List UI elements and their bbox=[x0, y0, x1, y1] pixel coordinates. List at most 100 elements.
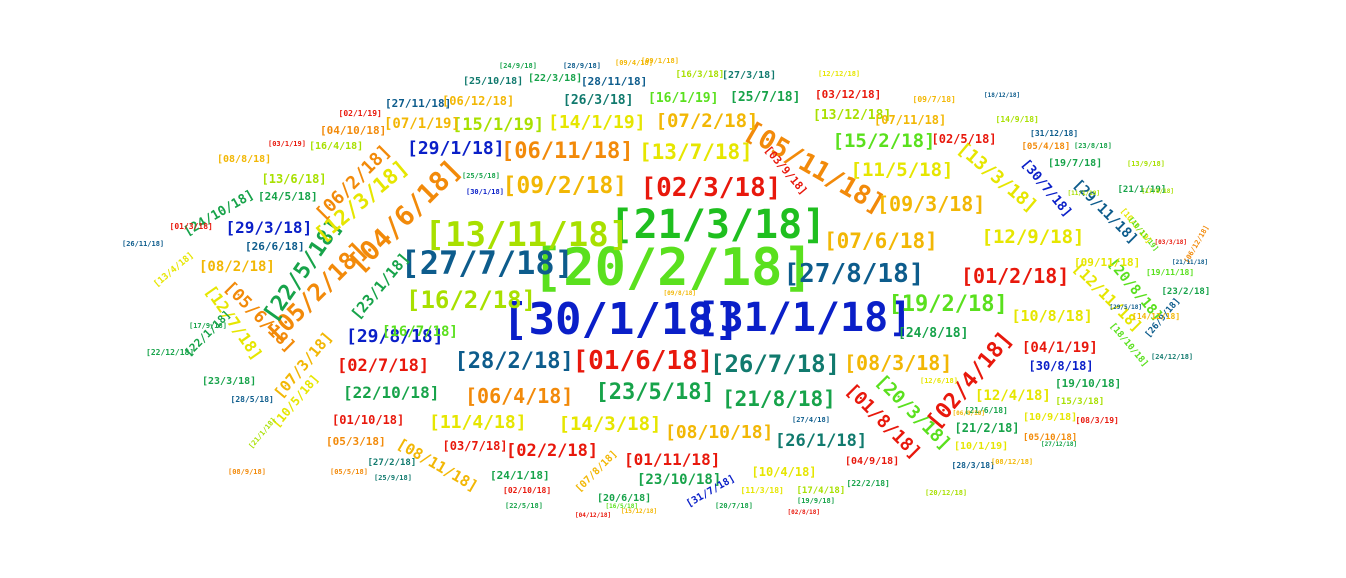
cloud-word: [24/5/18] bbox=[258, 189, 318, 203]
cloud-word: [12/4/18] bbox=[975, 388, 1051, 404]
cloud-word: [27/8/18] bbox=[783, 259, 925, 289]
cloud-word: [02/5/18] bbox=[931, 132, 997, 146]
cloud-word: [28/11/18] bbox=[581, 74, 648, 88]
cloud-word: [20/7/18] bbox=[715, 501, 753, 510]
cloud-word: [09/1/18] bbox=[641, 56, 679, 65]
cloud-word: [28/3/18] bbox=[951, 461, 995, 470]
cloud-word: [21/1/18] bbox=[247, 415, 278, 450]
cloud-word: [12/9/18] bbox=[981, 225, 1085, 248]
cloud-word: [26/11/18] bbox=[122, 239, 165, 248]
cloud-word: [02/8/18] bbox=[787, 509, 821, 516]
cloud-word: [05/4/18] bbox=[1021, 141, 1071, 152]
cloud-word: [11/3/18] bbox=[740, 486, 784, 495]
cloud-word: [08/3/19] bbox=[1075, 416, 1119, 425]
cloud-word: [27/11/18] bbox=[385, 96, 452, 110]
cloud-word: [01/2/18] bbox=[961, 264, 1070, 288]
cloud-word: [24/12/18] bbox=[1151, 352, 1194, 361]
cloud-word: [07/11/18] bbox=[874, 113, 947, 127]
cloud-word: [20/12/18] bbox=[925, 488, 968, 497]
cloud-word: [13/9/18] bbox=[1127, 159, 1165, 168]
cloud-word: [02/2/18] bbox=[506, 440, 599, 461]
cloud-word: [08/10/18] bbox=[665, 422, 774, 443]
cloud-word: [21/2/18] bbox=[954, 421, 1020, 435]
cloud-word: [17/9/18] bbox=[189, 321, 227, 330]
cloud-word: [09/2/18] bbox=[502, 172, 628, 199]
cloud-word: [23/3/18] bbox=[202, 376, 257, 387]
cloud-word: [09/4/18] bbox=[615, 58, 653, 67]
cloud-word: [14/1/19] bbox=[548, 112, 646, 133]
cloud-word: [30/1/18] bbox=[502, 294, 741, 345]
cloud-word: [22/2/18] bbox=[846, 479, 890, 488]
cloud-word: [20/2/18] bbox=[532, 238, 814, 298]
cloud-word: [17/4/18] bbox=[796, 485, 846, 496]
cloud-word: [05/10/18] bbox=[1023, 432, 1078, 443]
cloud-word: [08/12/18] bbox=[991, 457, 1034, 466]
cloud-word: [10/1/19] bbox=[954, 441, 1009, 452]
cloud-word: [27/12/18] bbox=[1041, 441, 1078, 448]
cloud-word: [15/3/18] bbox=[1055, 396, 1105, 407]
cloud-word: [18/12/18] bbox=[984, 92, 1021, 99]
cloud-word: [16/7/18] bbox=[382, 324, 458, 340]
cloud-word: [03/7/18] bbox=[442, 439, 508, 453]
cloud-word: [31/1/18] bbox=[695, 295, 913, 341]
cloud-word: [03/12/18] bbox=[815, 87, 882, 101]
cloud-word: [27/2/18] bbox=[367, 457, 417, 468]
cloud-word: [09/8/18] bbox=[663, 290, 697, 297]
cloud-word: [22/10/18] bbox=[343, 383, 440, 402]
cloud-word: [27/7/18] bbox=[400, 244, 574, 282]
cloud-word: [11/1/19] bbox=[1067, 190, 1101, 197]
cloud-word: [07/2/18] bbox=[655, 109, 759, 132]
cloud-word: [21/6/18] bbox=[964, 406, 1008, 415]
cloud-word: [31/12/18] bbox=[1030, 129, 1079, 138]
cloud-word: [04/10/18] bbox=[320, 123, 387, 137]
cloud-word: [07/6/18] bbox=[824, 228, 938, 253]
cloud-word: [06/12/18] bbox=[442, 94, 515, 108]
cloud-word: [03/1/19] bbox=[268, 139, 306, 148]
cloud-word: [27/3/18] bbox=[722, 70, 777, 81]
cloud-word: [16/3/18] bbox=[675, 69, 725, 80]
cloud-word: [20/6/18] bbox=[597, 493, 652, 504]
cloud-word: [11/5/18] bbox=[850, 158, 954, 181]
cloud-word: [21/1/19] bbox=[1117, 184, 1167, 195]
cloud-word: [22/5/18] bbox=[505, 501, 543, 510]
cloud-word: [23/8/18] bbox=[1074, 141, 1112, 150]
cloud-word: [21/3/18] bbox=[609, 202, 827, 248]
cloud-word: [12/12/18] bbox=[818, 69, 861, 78]
cloud-word: [21/11/18] bbox=[1172, 259, 1209, 266]
cloud-word: [17/8/18] bbox=[1141, 188, 1175, 195]
cloud-word: [14/9/18] bbox=[995, 115, 1039, 124]
cloud-word: [25/10/18] bbox=[463, 76, 524, 87]
cloud-word: [05/5/18] bbox=[330, 467, 368, 476]
cloud-word: [08/9/18] bbox=[228, 467, 266, 476]
cloud-word: [28/2/18] bbox=[454, 349, 574, 374]
cloud-word: [26/1/18] bbox=[775, 430, 868, 451]
cloud-word: [15/1/19] bbox=[452, 114, 545, 135]
cloud-word: [29/8/18] bbox=[346, 326, 444, 347]
cloud-word: [25/9/18] bbox=[374, 473, 412, 482]
cloud-word: [02/7/18] bbox=[337, 355, 430, 376]
cloud-word: [06/11/18] bbox=[501, 139, 634, 164]
cloud-word: [01/11/18] bbox=[624, 450, 721, 469]
cloud-word: [24/8/18] bbox=[898, 325, 969, 341]
cloud-word: [29/1/18] bbox=[407, 138, 505, 159]
cloud-word: [25/7/18] bbox=[730, 89, 801, 105]
cloud-word: [13/7/18] bbox=[639, 139, 753, 164]
cloud-word: [16/1/19] bbox=[648, 90, 719, 106]
cloud-word: [13/4/18] bbox=[151, 250, 196, 290]
cloud-word: [30/1/18] bbox=[466, 187, 504, 196]
cloud-word: [06/4/18] bbox=[465, 384, 574, 408]
cloud-word: [06/9/18] bbox=[952, 410, 986, 417]
cloud-word: [16/5/18] bbox=[605, 503, 639, 510]
cloud-word: [08/8/18] bbox=[217, 154, 272, 165]
cloud-word: [14/3/18] bbox=[558, 412, 662, 435]
cloud-word: [09/11/18] bbox=[1074, 255, 1141, 269]
cloud-word: [24/1/18] bbox=[490, 468, 550, 482]
cloud-word: [02/3/18] bbox=[640, 173, 782, 203]
cloud-word: [13/11/18] bbox=[424, 215, 630, 255]
cloud-word: [13/12/18] bbox=[813, 107, 892, 123]
cloud-word: [03/3/18] bbox=[1154, 239, 1188, 246]
cloud-word: [09/3/18] bbox=[877, 192, 986, 216]
cloud-word: [29/3/18] bbox=[225, 218, 313, 237]
cloud-word: [02/10/18] bbox=[503, 486, 552, 495]
cloud-word: [09/7/18] bbox=[912, 95, 956, 104]
